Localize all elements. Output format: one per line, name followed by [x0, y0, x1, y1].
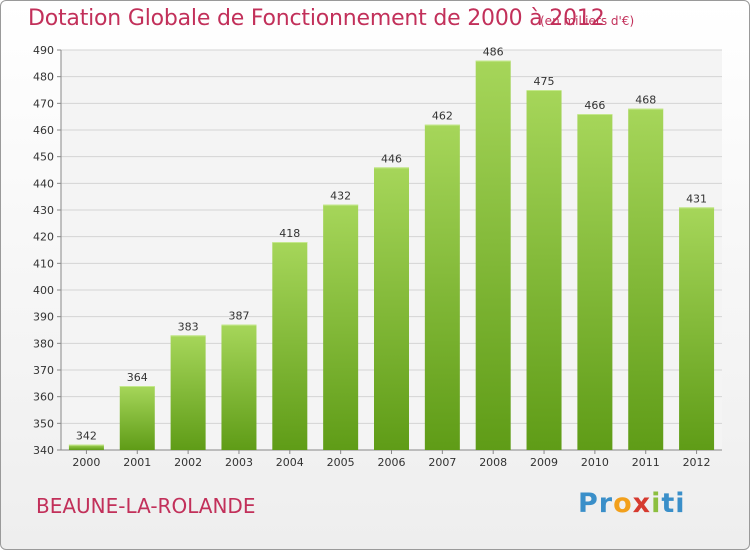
chart-title: Dotation Globale de Fonctionnement de 20…	[28, 6, 605, 31]
y-tick-label: 340	[33, 444, 54, 457]
bar	[679, 207, 715, 450]
bar	[68, 444, 104, 450]
y-tick-label: 380	[33, 337, 54, 350]
bar-value-label: 431	[686, 192, 707, 205]
logo-part: x	[632, 488, 652, 519]
bar-value-label: 432	[330, 190, 351, 203]
x-tick-label: 2009	[530, 456, 558, 469]
bar	[374, 167, 409, 451]
bar-value-label: 475	[534, 75, 555, 88]
commune-name: BEAUNE-LA-ROLANDE	[36, 494, 256, 518]
x-tick-label: 2003	[225, 456, 253, 469]
bar-value-label: 446	[381, 152, 402, 165]
labels: 342 2000 364 2001 383 2002 387 2003 418 2004 432 20…	[72, 46, 710, 469]
y-tick-label: 430	[33, 204, 54, 217]
x-tick-label: 2012	[683, 456, 711, 469]
chart-unit: (en milliers d'€)	[540, 14, 635, 28]
x-tick-label: 2005	[327, 456, 355, 469]
y-tick-label: 470	[33, 97, 54, 110]
bar	[119, 386, 155, 450]
bar	[577, 114, 613, 450]
bar-value-label: 418	[279, 227, 300, 240]
y-tick-label: 410	[33, 257, 54, 270]
bar	[221, 324, 257, 450]
y-tick-label: 450	[33, 151, 54, 164]
bar	[170, 335, 206, 450]
x-tick-label: 2006	[378, 456, 406, 469]
y-tick-label: 440	[33, 177, 54, 190]
x-tick-label: 2002	[174, 456, 202, 469]
bar	[424, 124, 460, 451]
y-tick-label: 480	[33, 71, 54, 84]
bar-value-label: 342	[76, 430, 97, 443]
bar	[272, 242, 308, 450]
bars	[68, 60, 715, 451]
y-tick-label: 390	[33, 311, 54, 324]
bar	[628, 108, 664, 451]
bar	[526, 90, 562, 450]
y-tick-label: 350	[33, 417, 54, 430]
logo-part: ti	[661, 488, 686, 519]
logo-part: i	[651, 488, 662, 519]
y-tick-label: 420	[33, 231, 54, 244]
x-tick-label: 2010	[581, 456, 609, 469]
logo-part: o	[613, 488, 633, 519]
x-tick-label: 2011	[632, 456, 660, 469]
bar-value-label: 387	[228, 310, 249, 323]
x-tick-label: 2000	[72, 456, 100, 469]
bar-value-label: 466	[584, 99, 605, 112]
bar-value-label: 462	[432, 110, 453, 123]
y-tick-label: 360	[33, 391, 54, 404]
x-tick-label: 2004	[276, 456, 304, 469]
bar-value-label: 364	[127, 371, 148, 384]
y-tick-label: 460	[33, 124, 54, 137]
x-tick-label: 2007	[428, 456, 456, 469]
y-tick-label: 370	[33, 364, 54, 377]
logo-part: Pr	[578, 488, 614, 519]
y-tick-label: 400	[33, 284, 54, 297]
bar-value-label: 383	[178, 320, 199, 333]
bar	[323, 204, 359, 450]
proxiti-logo[interactable]: Proxiti	[578, 488, 686, 519]
bar-value-label: 468	[635, 94, 656, 107]
bar-value-label: 486	[483, 46, 504, 59]
x-tick-label: 2008	[479, 456, 507, 469]
y-tick-label: 490	[33, 44, 54, 57]
bar	[475, 60, 511, 451]
x-tick-label: 2001	[123, 456, 151, 469]
